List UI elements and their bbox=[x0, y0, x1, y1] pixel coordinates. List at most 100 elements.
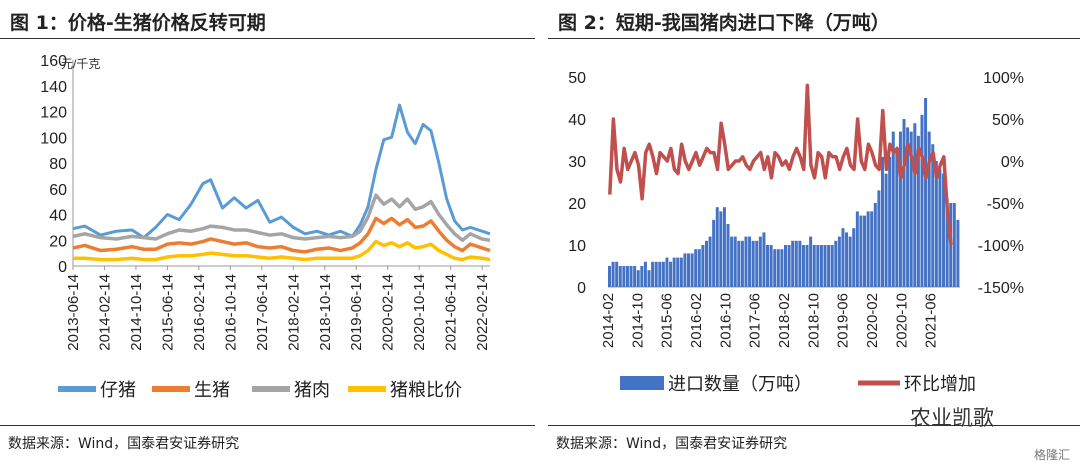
import-bar bbox=[608, 266, 611, 287]
series-line-0 bbox=[72, 103, 491, 240]
import-bar bbox=[744, 236, 748, 287]
import-bar bbox=[762, 232, 766, 287]
y-right-tick-label: 0% bbox=[1001, 154, 1024, 171]
x-tick-label: 2018-10-14 bbox=[317, 274, 334, 351]
x-tick-label: 2014-02 bbox=[600, 293, 617, 348]
x-tick-label: 2018-02-14 bbox=[285, 274, 302, 351]
import-bar bbox=[758, 236, 762, 287]
import-bar bbox=[870, 211, 874, 287]
import-bar bbox=[751, 240, 755, 287]
y-right-tick-label: -50% bbox=[987, 196, 1024, 213]
import-bar bbox=[952, 203, 956, 287]
import-bar bbox=[805, 245, 809, 287]
watermark-logo: 格隆汇 bbox=[1033, 448, 1070, 462]
y-right-tick-label: -100% bbox=[978, 238, 1024, 255]
x-tick-label: 2020-02 bbox=[864, 293, 881, 348]
x-tick-label: 2014-02-14 bbox=[96, 274, 113, 351]
legend-label-bar: 进口数量（万吨） bbox=[668, 374, 812, 394]
import-bar bbox=[920, 114, 924, 287]
import-bar bbox=[809, 236, 813, 287]
import-bar bbox=[906, 127, 910, 288]
import-bar bbox=[877, 190, 881, 287]
import-bar bbox=[715, 207, 719, 287]
import-bar bbox=[654, 261, 658, 287]
import-bar bbox=[622, 266, 626, 287]
x-tick-label: 2016-02 bbox=[688, 293, 705, 348]
import-bar bbox=[852, 228, 856, 287]
y-left-tick-label: 20 bbox=[568, 196, 586, 213]
import-bar bbox=[665, 257, 669, 287]
legend-label-line: 环比增加 bbox=[904, 374, 976, 394]
right-title: 图 2：短期-我国猪肉进口下降（万吨） bbox=[558, 12, 890, 34]
import-bar bbox=[837, 236, 841, 287]
y-right-tick-label: 50% bbox=[992, 112, 1024, 129]
y-left-tick-label: 50 bbox=[568, 70, 586, 87]
right-source-rule bbox=[548, 425, 1080, 426]
import-bar bbox=[651, 261, 655, 287]
import-bar bbox=[956, 219, 960, 287]
y-left-tick-label: 10 bbox=[568, 238, 586, 255]
x-tick-label: 2017-06-14 bbox=[254, 274, 271, 351]
unit-label: 元/千克 bbox=[61, 57, 100, 71]
x-tick-label: 2019-06 bbox=[835, 293, 852, 348]
x-tick-label: 2020-10 bbox=[893, 293, 910, 348]
import-bar bbox=[794, 240, 798, 287]
import-bar bbox=[615, 261, 619, 287]
y-tick-label: 160 bbox=[40, 53, 67, 70]
import-bar bbox=[845, 232, 849, 287]
import-bar bbox=[722, 207, 726, 287]
import-bar bbox=[931, 144, 935, 287]
mom-change-line bbox=[608, 83, 953, 246]
import-bar bbox=[873, 203, 877, 287]
x-tick-label: 2014-10-14 bbox=[128, 274, 145, 351]
import-bar bbox=[647, 270, 651, 287]
import-bar bbox=[942, 173, 946, 287]
import-bar bbox=[740, 240, 744, 287]
import-bar bbox=[891, 131, 895, 287]
import-bar bbox=[658, 261, 662, 287]
import-bar bbox=[672, 257, 676, 287]
import-bar bbox=[769, 245, 773, 287]
x-tick-label: 2020-02-14 bbox=[380, 274, 397, 351]
left-source-rule bbox=[0, 425, 535, 426]
import-bar bbox=[708, 236, 712, 287]
import-bar bbox=[859, 215, 863, 287]
import-bar bbox=[827, 245, 831, 287]
import-bar bbox=[798, 240, 802, 287]
import-bar bbox=[888, 156, 892, 287]
x-tick-label: 2018-02 bbox=[776, 293, 793, 348]
import-bar bbox=[784, 245, 787, 287]
import-bar bbox=[636, 270, 640, 287]
import-bar bbox=[755, 240, 759, 287]
y-right-tick-label: 100% bbox=[983, 70, 1024, 87]
import-bar bbox=[863, 215, 867, 287]
import-bar bbox=[791, 240, 795, 287]
y-right-tick-label: -150% bbox=[978, 280, 1024, 297]
y-tick-label: 60 bbox=[49, 182, 67, 199]
import-bar bbox=[855, 211, 859, 287]
import-bar bbox=[676, 257, 680, 287]
import-bar bbox=[934, 161, 938, 287]
x-tick-label: 2017-06 bbox=[747, 293, 764, 348]
import-bar bbox=[687, 253, 691, 287]
import-bar bbox=[823, 245, 827, 287]
import-bar bbox=[694, 249, 698, 287]
import-bar bbox=[834, 240, 838, 287]
import-bar bbox=[866, 211, 870, 287]
legend-label-3: 猪粮比价 bbox=[390, 380, 462, 400]
y-tick-label: 40 bbox=[49, 208, 67, 225]
right-chart: 0 10 20 30 40 50 -150% -100% -50% 0% 50% 100% 2014-0… bbox=[568, 70, 1024, 394]
legend-label-2: 猪肉 bbox=[294, 380, 330, 400]
import-bar bbox=[938, 169, 942, 287]
y-tick-label: 0 bbox=[58, 259, 67, 276]
x-tick-label: 2014-10 bbox=[629, 293, 646, 348]
import-bar bbox=[787, 245, 791, 287]
import-bar bbox=[733, 236, 737, 287]
y-tick-label: 20 bbox=[49, 233, 67, 250]
left-title-rule bbox=[0, 38, 535, 39]
import-bar bbox=[913, 123, 917, 287]
import-bar bbox=[611, 261, 615, 287]
x-tick-label: 2020-10-14 bbox=[411, 274, 428, 351]
y-tick-label: 100 bbox=[40, 130, 67, 147]
import-bar bbox=[780, 249, 784, 287]
